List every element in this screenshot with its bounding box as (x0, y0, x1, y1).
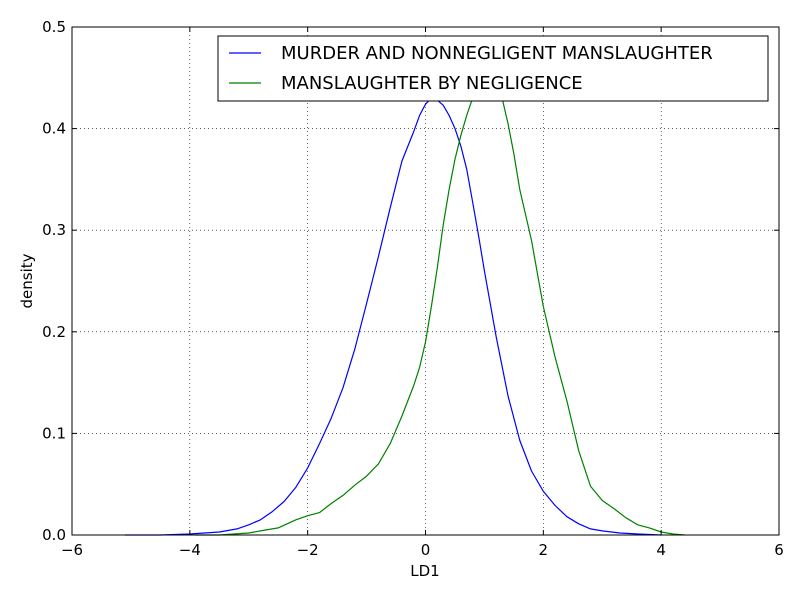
series-line-1 (195, 80, 685, 536)
y-tick-label: 0.5 (42, 18, 66, 36)
y-tick-label: 0.1 (42, 424, 66, 442)
legend: MURDER AND NONNEGLIGENT MANSLAUGHTER MAN… (217, 35, 769, 102)
y-tick-label: 0.2 (42, 323, 66, 341)
x-tick-label: −6 (61, 541, 83, 559)
x-tick-label: 2 (539, 541, 549, 559)
x-axis-label: LD1 (410, 562, 439, 580)
x-tick-label: 0 (421, 541, 431, 559)
y-tick-label: 0.0 (42, 526, 66, 544)
x-tick-label: 6 (774, 541, 784, 559)
legend-box (217, 35, 769, 102)
legend-label-negligence: MANSLAUGHTER BY NEGLIGENCE (281, 73, 583, 94)
ticks: −6 −4 −2 0 2 4 6 0.0 0.1 0.2 0.3 0.4 0.5 (42, 18, 784, 559)
legend-label-murder: MURDER AND NONNEGLIGENT MANSLAUGHTER (281, 43, 713, 64)
x-tick-label: −4 (179, 541, 201, 559)
grid (72, 27, 779, 535)
x-tick-label: 4 (656, 541, 666, 559)
y-axis-label: density (18, 253, 36, 308)
y-tick-label: 0.4 (42, 120, 66, 138)
x-tick-label: −2 (297, 541, 319, 559)
y-tick-label: 0.3 (42, 221, 66, 239)
